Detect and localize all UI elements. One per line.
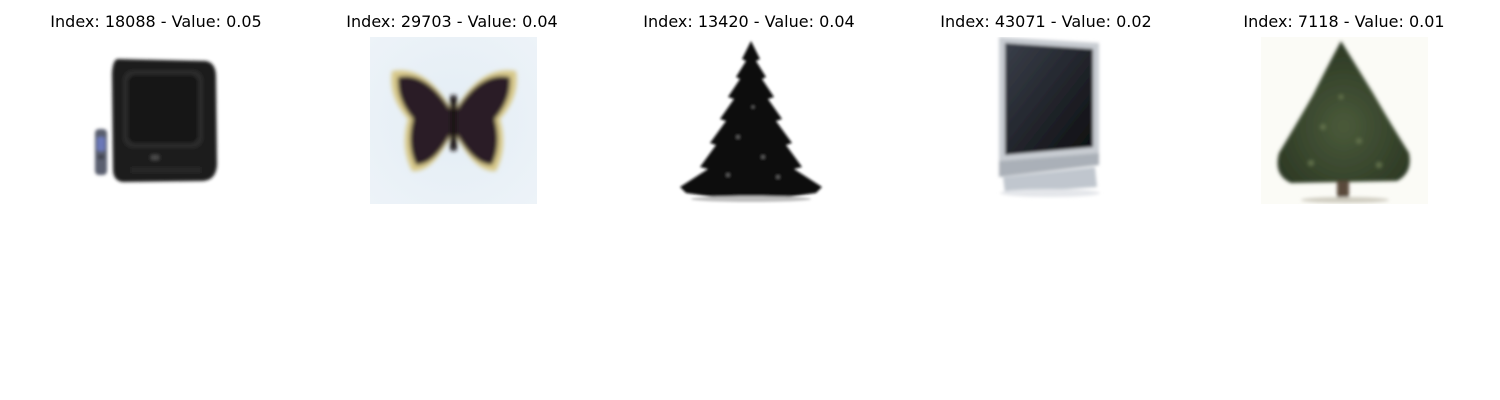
image-panel-2: Index: 29703 - Value: 0.04 [337,0,567,210]
pine-tree-icon [668,37,835,204]
crt-television-icon [71,37,238,204]
panel-title: Index: 43071 - Value: 0.02 [940,12,1152,31]
image-panel-1: Index: 18088 - Value: 0.05 [41,0,271,210]
image-panel-4: Index: 43071 - Value: 0.02 [931,0,1161,210]
panel-title: Index: 7118 - Value: 0.01 [1243,12,1445,31]
panel-title: Index: 13420 - Value: 0.04 [643,12,855,31]
butterfly-icon [370,37,537,204]
christmas-tree-icon [1261,37,1428,204]
panel-title: Index: 29703 - Value: 0.04 [346,12,558,31]
flat-screen-monitor-icon [965,37,1132,204]
image-panel-3: Index: 13420 - Value: 0.04 [634,0,864,210]
panel-title: Index: 18088 - Value: 0.05 [50,12,262,31]
image-panel-5: Index: 7118 - Value: 0.01 [1229,0,1459,210]
